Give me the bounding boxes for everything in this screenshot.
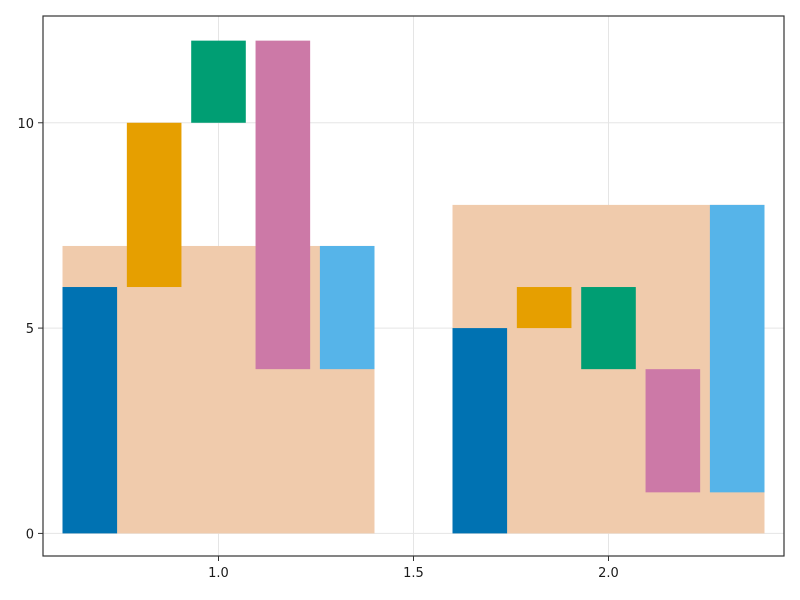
bar-green-2 [191, 40, 246, 123]
bar-pink-3 [255, 40, 311, 370]
bar-orange-1 [126, 122, 182, 288]
y-tick-label-1: 5 [26, 322, 34, 337]
y-tick-label-0: 0 [26, 527, 34, 542]
y-axis: 0 5 10 [17, 117, 43, 542]
bar-green-7 [581, 287, 636, 370]
bar-blue-0 [62, 287, 118, 534]
bar-blue-5 [452, 328, 508, 534]
floating-bars [62, 40, 765, 534]
bar-pink-8 [645, 369, 701, 493]
bar-lightblue-9 [709, 204, 765, 493]
x-tick-label-2: 2.0 [598, 566, 619, 581]
bar-lightblue-4 [319, 245, 375, 370]
x-tick-label-0: 1.0 [208, 566, 229, 581]
x-axis: 1.0 1.5 2.0 [208, 556, 619, 581]
y-tick-label-2: 10 [17, 117, 34, 132]
bar-orange-6 [516, 287, 572, 329]
x-tick-label-1: 1.5 [403, 566, 424, 581]
